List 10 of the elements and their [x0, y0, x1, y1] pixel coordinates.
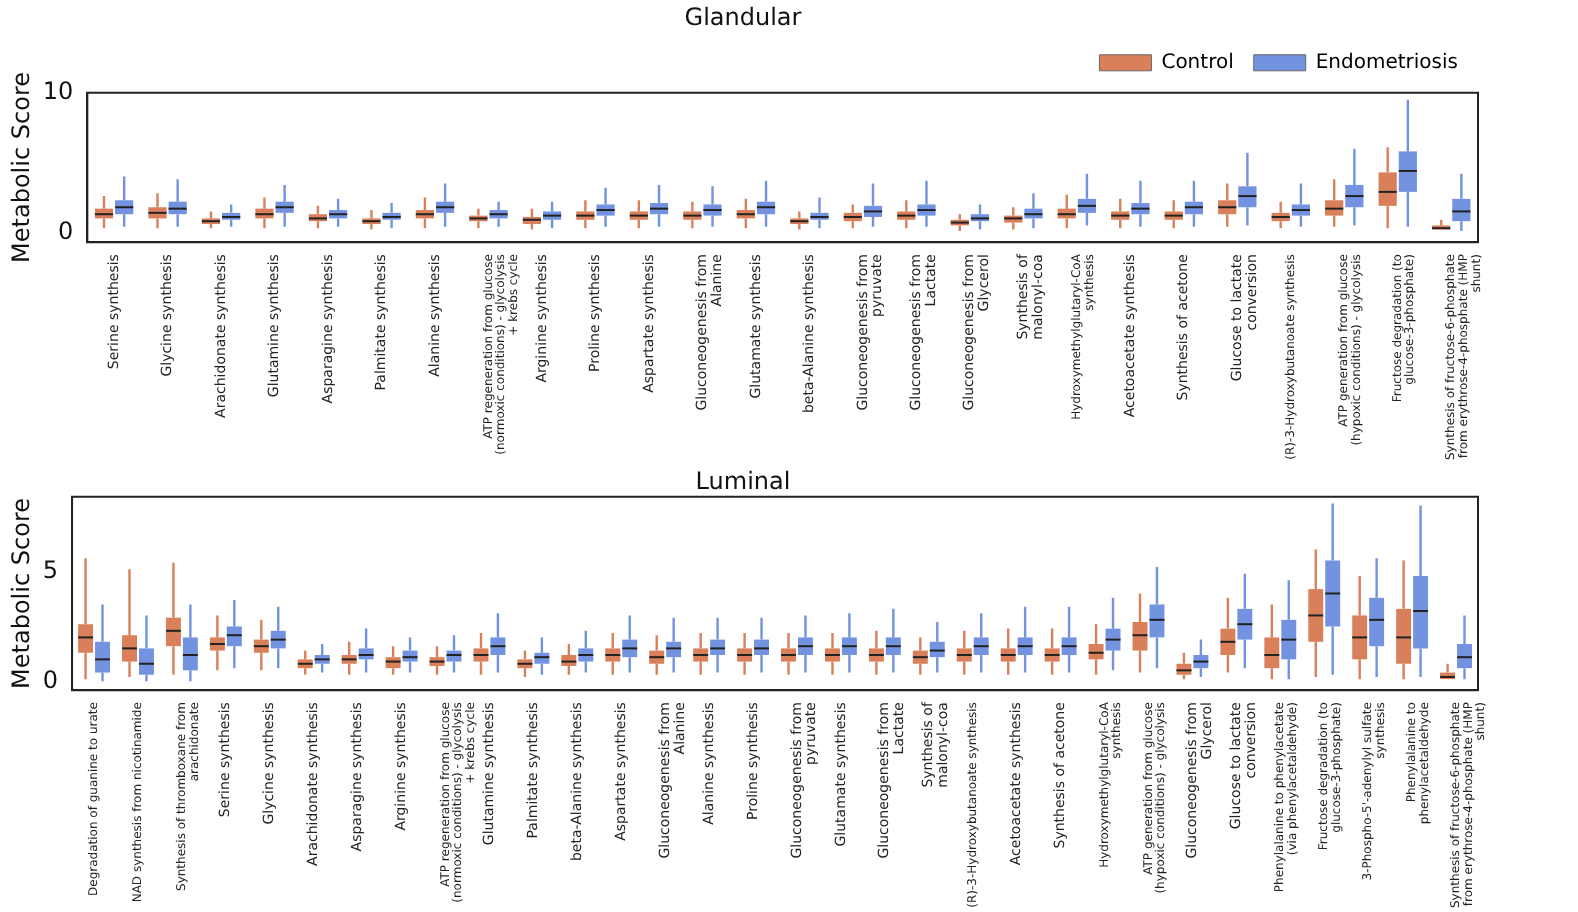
y-tick-label: 0	[58, 216, 74, 245]
y-tick-label: 10	[42, 77, 74, 106]
legend-label: Control	[1161, 51, 1234, 74]
y-axis-title: Metabolic Score	[6, 72, 35, 263]
y-axis-title: Metabolic Score	[6, 498, 35, 689]
chart-title: Glandular	[684, 2, 802, 31]
legend-label: Endometriosis	[1315, 51, 1459, 74]
y-tick-label: 5	[42, 555, 59, 584]
y-tick-label: 0	[42, 665, 59, 694]
chart-title: Luminal	[695, 466, 791, 495]
